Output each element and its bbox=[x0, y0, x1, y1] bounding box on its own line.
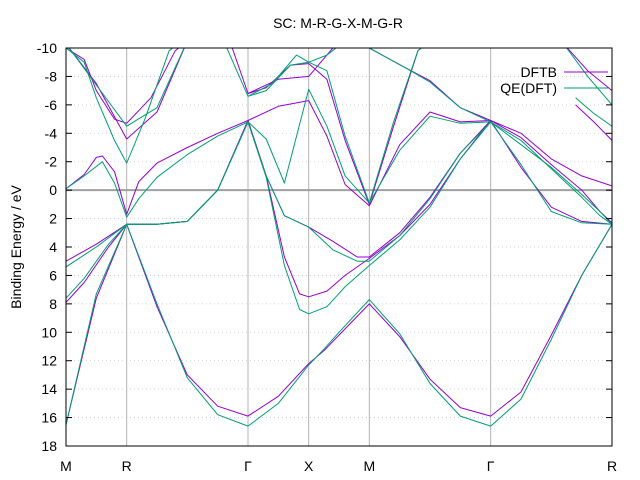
y-tick-label: -8 bbox=[45, 68, 58, 84]
x-tick-label: M bbox=[60, 458, 72, 474]
y-tick-label: -4 bbox=[45, 125, 58, 141]
band-line bbox=[68, 48, 185, 140]
band-line bbox=[66, 48, 174, 164]
band-line bbox=[369, 48, 491, 123]
band-line bbox=[68, 48, 185, 127]
band-line bbox=[66, 48, 180, 124]
band-line bbox=[66, 223, 612, 427]
y-tick-label: -10 bbox=[37, 40, 57, 56]
grid-layer bbox=[65, 48, 613, 446]
y-tick-label: 10 bbox=[41, 324, 57, 340]
y-tick-label: 8 bbox=[49, 296, 57, 312]
band-line bbox=[566, 48, 612, 106]
band-line bbox=[66, 121, 612, 268]
x-tick-label: R bbox=[122, 458, 132, 474]
band-line bbox=[66, 100, 612, 215]
x-tick-label: Γ bbox=[487, 458, 495, 474]
legend-label: QE(DFT) bbox=[500, 80, 557, 96]
band-line bbox=[66, 121, 612, 315]
band-line bbox=[231, 48, 423, 205]
y-tick-label: 4 bbox=[49, 239, 57, 255]
y-tick-label: 0 bbox=[49, 182, 57, 198]
band-line bbox=[247, 48, 337, 97]
y-tick-label: 2 bbox=[49, 211, 57, 227]
series-layer bbox=[66, 48, 612, 427]
x-tick-label: M bbox=[363, 458, 375, 474]
plot-frame bbox=[65, 47, 613, 447]
band-line bbox=[566, 48, 612, 91]
legend-label: DFTB bbox=[520, 64, 557, 80]
chart-title: SC: M-R-G-X-M-G-R bbox=[273, 15, 403, 31]
y-tick-label: 16 bbox=[41, 410, 57, 426]
band-line bbox=[575, 97, 612, 127]
y-tick-label: 14 bbox=[41, 381, 57, 397]
x-tick-label: Γ bbox=[244, 458, 252, 474]
y-axis-label: Binding Energy / eV bbox=[8, 184, 24, 308]
x-tick-label: X bbox=[304, 458, 314, 474]
band-line bbox=[66, 223, 612, 425]
x-tick-label: R bbox=[607, 458, 617, 474]
y-tick-label: 12 bbox=[41, 353, 57, 369]
y-tick-label: 18 bbox=[41, 438, 57, 454]
y-tick-label: 6 bbox=[49, 267, 57, 283]
band-line bbox=[66, 88, 612, 225]
y-tick-label: -2 bbox=[45, 154, 58, 170]
band-line bbox=[369, 48, 491, 121]
band-line bbox=[575, 104, 612, 141]
y-tick-label: -6 bbox=[45, 97, 58, 113]
band-line bbox=[226, 48, 423, 204]
